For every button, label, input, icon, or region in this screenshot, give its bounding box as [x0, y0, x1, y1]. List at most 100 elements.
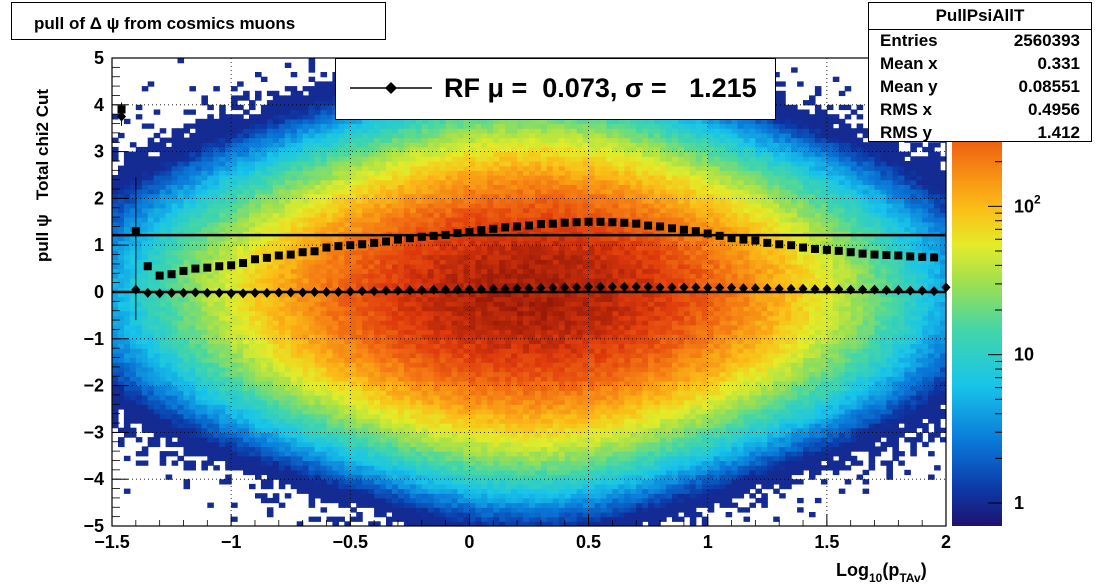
heat-cell — [350, 249, 357, 256]
heat-cell — [409, 146, 417, 153]
heat-cell — [320, 348, 328, 354]
heat-cell — [380, 189, 387, 195]
heat-cell — [272, 104, 280, 111]
heat-cell — [403, 409, 411, 415]
heat-cell — [260, 259, 268, 265]
heat-cell — [278, 399, 286, 405]
heat-cell — [189, 437, 196, 443]
heat-cell — [266, 343, 274, 349]
heat-cell — [219, 249, 226, 256]
heat-cell — [392, 371, 399, 377]
heat-cell — [314, 404, 322, 410]
heat-cell — [350, 263, 357, 270]
heat-cell — [386, 451, 393, 457]
heat-cell — [344, 221, 351, 228]
heat-cell — [147, 142, 155, 148]
heat-cell — [386, 502, 393, 508]
heat-cell — [171, 263, 179, 270]
heat-cell — [362, 460, 369, 466]
heat-cell — [433, 142, 441, 148]
heat-cell — [123, 184, 131, 190]
heat-cell — [415, 254, 423, 260]
heat-cell — [439, 249, 447, 256]
heat-cell — [231, 235, 238, 242]
heat-cell — [427, 259, 435, 265]
heat-cell — [231, 179, 238, 185]
heat-cell — [255, 156, 262, 162]
heat-cell — [237, 198, 244, 204]
heat-cell — [302, 259, 310, 265]
heat-cell — [207, 362, 214, 368]
heat-cell — [439, 156, 447, 162]
heat-cell — [457, 212, 465, 218]
heat-cell — [201, 212, 208, 218]
heat-cell — [356, 263, 363, 270]
heat-cell — [386, 226, 393, 232]
heat-cell — [403, 203, 411, 209]
heat-cell — [380, 226, 387, 232]
heat-cell — [129, 217, 137, 223]
heat-cell — [427, 409, 435, 415]
heat-cell — [123, 315, 131, 321]
heat-cell — [386, 193, 393, 199]
heat-cell — [112, 221, 119, 228]
heat-cell — [392, 315, 399, 321]
heat-cell — [207, 292, 214, 298]
heat-cell — [272, 161, 280, 167]
heat-cell — [260, 460, 268, 466]
heat-cell — [332, 263, 339, 270]
heat-cell — [243, 352, 250, 359]
heat-cell — [368, 399, 375, 405]
heat-cell — [350, 324, 357, 331]
heat-cell — [237, 315, 244, 321]
heat-cell — [445, 175, 453, 181]
heat-cell — [421, 118, 429, 125]
heat-cell — [112, 413, 119, 419]
heat-cell — [392, 161, 399, 167]
heat-cell — [374, 469, 381, 476]
heat-cell — [284, 343, 292, 349]
heat-cell — [368, 301, 375, 307]
heat-cell — [409, 441, 417, 448]
heat-cell — [147, 390, 155, 396]
heat-cell — [326, 114, 334, 120]
heat-cell — [171, 189, 179, 195]
heat-cell — [266, 296, 274, 302]
heat-cell — [392, 263, 399, 270]
heat-cell — [409, 306, 417, 312]
heat-cell — [219, 446, 226, 452]
heat-cell — [243, 151, 250, 157]
heat-cell — [445, 268, 453, 274]
heat-cell — [183, 170, 191, 176]
heat-cell — [278, 170, 286, 176]
heat-cell — [112, 212, 119, 218]
heat-cell — [386, 301, 393, 307]
heat-cell — [392, 207, 399, 214]
heat-cell — [332, 128, 339, 134]
heat-cell — [326, 306, 334, 312]
heat-cell — [201, 446, 208, 452]
heat-cell — [392, 273, 399, 279]
heat-cell — [112, 380, 119, 387]
heat-cell — [141, 329, 149, 335]
heat-cell — [338, 170, 345, 176]
heat-cell — [380, 184, 387, 190]
heat-cell — [451, 156, 459, 162]
heat-cell — [368, 296, 375, 302]
heat-cell — [421, 254, 429, 260]
heat-cell — [177, 273, 185, 279]
heat-cell — [380, 390, 387, 396]
heat-cell — [135, 315, 143, 321]
heat-cell — [284, 161, 292, 167]
heat-cell — [290, 362, 298, 368]
heat-cell — [350, 123, 357, 129]
heat-cell — [219, 114, 226, 120]
heat-cell — [237, 217, 244, 223]
heat-cell — [183, 306, 191, 312]
heat-cell — [123, 395, 131, 401]
heat-cell — [129, 254, 137, 260]
heat-cell — [421, 469, 429, 476]
heat-cell — [195, 446, 202, 452]
heat-cell — [397, 203, 405, 209]
heat-cell — [201, 198, 208, 204]
